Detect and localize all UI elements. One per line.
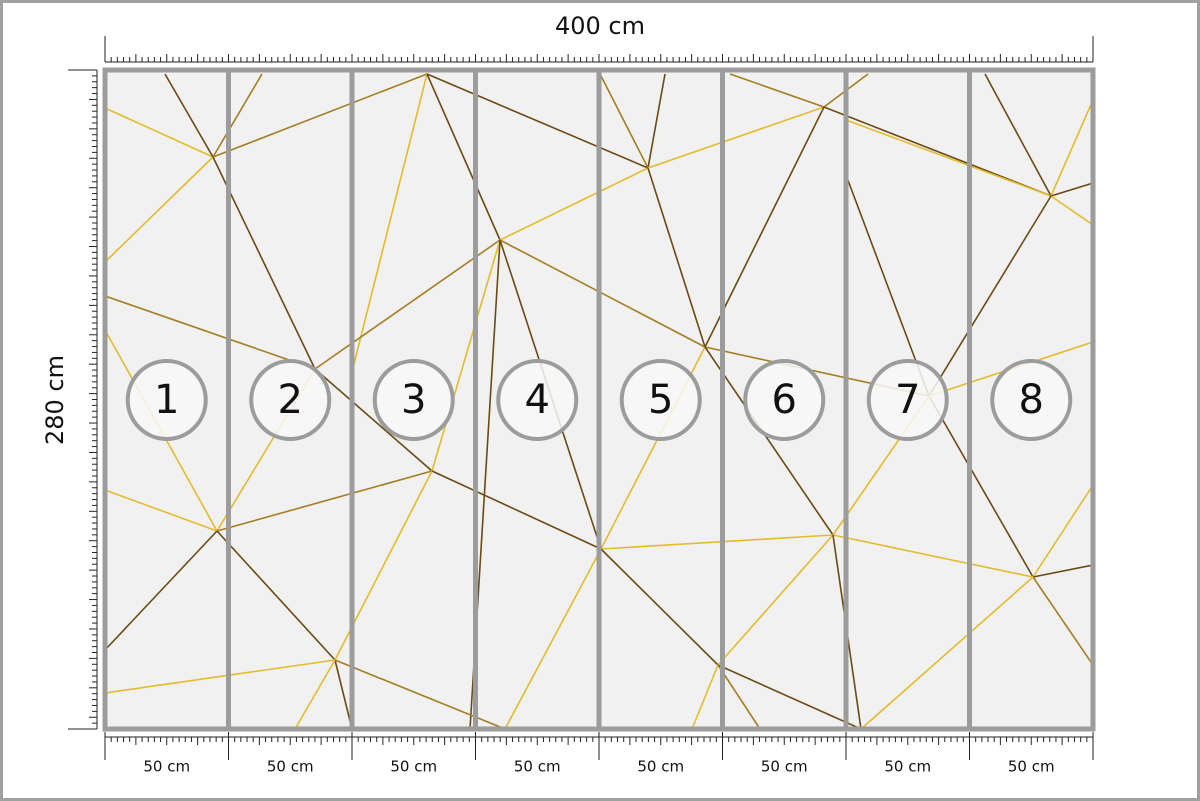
panel-badge [619, 359, 702, 441]
pattern-line [105, 295, 316, 370]
panel-number: 6 [772, 377, 797, 423]
pattern-line [600, 534, 834, 550]
panel-width-label: 50 cm [390, 758, 437, 776]
rulers: 50 cm 50 cm 50 cm 50 cm 50 cm 50 cm 50 cm 50 cm [68, 36, 1094, 776]
pattern-line [1032, 484, 1093, 578]
pattern-line [212, 73, 263, 158]
pattern-line [314, 368, 433, 472]
pattern-line [431, 470, 602, 550]
pattern-line [105, 107, 214, 158]
pattern-line [499, 167, 649, 241]
pattern-line [832, 534, 1034, 578]
pattern-line [928, 195, 1052, 397]
panel-width-label: 50 cm [514, 758, 561, 776]
pattern-line [314, 239, 501, 370]
pattern-line [294, 659, 336, 729]
pattern-line [600, 548, 719, 666]
pattern-line [928, 395, 1034, 578]
panel-frame: 1 2 3 4 5 6 7 8 [102, 67, 1096, 732]
pattern-line [845, 174, 930, 397]
panel-badge [496, 359, 579, 441]
panel-width-label: 50 cm [143, 758, 190, 776]
pattern-line [860, 576, 1034, 729]
width-label: 400 cm [555, 12, 645, 40]
pattern-line [334, 659, 353, 729]
height-label: 280 cm [41, 355, 69, 445]
pattern-line [349, 73, 428, 381]
pattern-line [499, 239, 706, 348]
pattern-line [1032, 564, 1093, 578]
panel-badge [125, 359, 208, 441]
pattern-line [647, 73, 666, 169]
panel-number: 2 [278, 377, 303, 423]
panel-number: 3 [401, 377, 426, 423]
pattern-line [105, 156, 214, 263]
pattern-line [845, 119, 1052, 197]
panel-number: 8 [1019, 377, 1044, 423]
panel-number: 1 [154, 377, 179, 423]
pattern-line [105, 530, 218, 651]
panel-width-label: 50 cm [1008, 758, 1055, 776]
panel-width-label: 50 cm [761, 758, 808, 776]
panel-badge [866, 359, 949, 441]
pattern-line [216, 530, 336, 661]
pattern-line [105, 659, 336, 694]
panel-number: 5 [648, 377, 673, 423]
panel-badge [990, 359, 1073, 441]
panel-number: 7 [895, 377, 920, 423]
pattern-line [431, 239, 501, 472]
pattern-line [1032, 576, 1093, 666]
pattern-line [1050, 99, 1093, 197]
pattern-line [647, 106, 825, 169]
pattern-line [164, 73, 214, 158]
panel-badge [249, 359, 332, 441]
panel-width-label: 50 cm [267, 758, 314, 776]
panel-badge [743, 359, 826, 441]
panel-width-label: 50 cm [637, 758, 684, 776]
pattern-line [717, 664, 862, 729]
pattern-line [704, 346, 834, 536]
pattern-line [426, 73, 649, 169]
panel-width-label: 50 cm [884, 758, 931, 776]
panel-badge [372, 359, 455, 441]
pattern-line [504, 548, 602, 729]
pattern-line [216, 470, 433, 532]
pattern-line [105, 489, 218, 532]
pattern-line [1050, 195, 1093, 226]
pattern-line [647, 167, 706, 348]
pattern-line [984, 73, 1052, 197]
pattern-line [691, 664, 719, 729]
pattern-line [426, 73, 501, 241]
panel-number: 4 [525, 377, 550, 423]
pattern-line [717, 534, 834, 666]
pattern-line [1050, 182, 1093, 197]
pattern-line [729, 73, 825, 108]
pattern-line [212, 73, 428, 158]
pattern-line [599, 73, 649, 169]
